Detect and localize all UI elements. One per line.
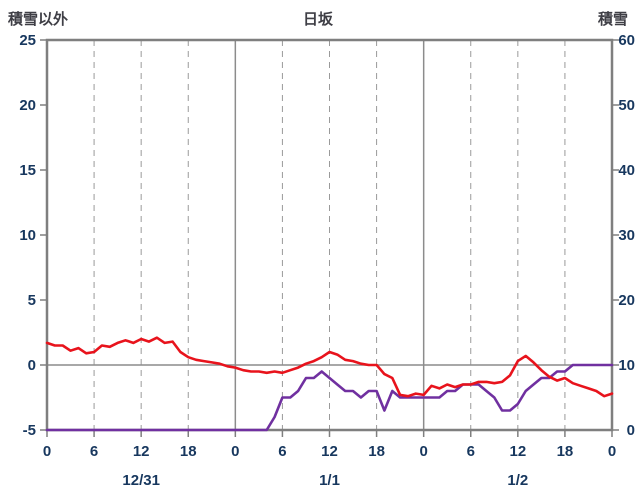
left-axis-tick-label: 10 bbox=[19, 227, 36, 244]
x-axis-hour-label: 0 bbox=[608, 443, 616, 460]
x-axis-hour-label: 12 bbox=[321, 443, 338, 460]
x-axis-hour-label: 18 bbox=[368, 443, 385, 460]
x-axis-hour-label: 12 bbox=[133, 443, 150, 460]
x-axis-day-label: 1/1 bbox=[319, 472, 340, 489]
x-axis-hour-label: 6 bbox=[90, 443, 98, 460]
x-axis-hour-label: 6 bbox=[467, 443, 475, 460]
right-axis-tick-label: 50 bbox=[618, 97, 635, 114]
left-axis-tick-label: 20 bbox=[19, 97, 36, 114]
x-axis-hour-label: 18 bbox=[557, 443, 574, 460]
left-axis-tick-label: 0 bbox=[28, 357, 36, 374]
x-axis-hour-label: 0 bbox=[43, 443, 51, 460]
left-axis-tick-label: -5 bbox=[23, 422, 36, 439]
x-axis-day-label: 1/2 bbox=[507, 472, 528, 489]
left-axis-tick-label: 25 bbox=[19, 32, 36, 49]
temperature-line bbox=[45, 336, 614, 398]
left-axis-tick-label: 15 bbox=[19, 162, 36, 179]
x-axis-hour-label: 12 bbox=[509, 443, 526, 460]
right-axis-tick-label: 10 bbox=[618, 357, 635, 374]
x-axis-hour-label: 0 bbox=[231, 443, 239, 460]
x-axis-hour-label: 0 bbox=[419, 443, 427, 460]
snow-depth-line bbox=[45, 363, 614, 432]
right-axis-title: 積雪 bbox=[597, 11, 628, 28]
x-axis-hour-label: 6 bbox=[278, 443, 286, 460]
right-axis-tick-label: 30 bbox=[618, 227, 635, 244]
x-axis-day-label: 12/31 bbox=[122, 472, 160, 489]
right-axis-tick-label: 0 bbox=[627, 422, 635, 439]
x-axis-hour-label: 18 bbox=[180, 443, 197, 460]
chart-title: 日坂 bbox=[302, 11, 333, 28]
right-axis-tick-label: 20 bbox=[618, 292, 635, 309]
left-axis-tick-label: 5 bbox=[28, 292, 36, 309]
right-axis-tick-label: 40 bbox=[618, 162, 635, 179]
left-axis-title: 積雪以外 bbox=[8, 11, 69, 28]
right-axis-tick-label: 60 bbox=[618, 32, 635, 49]
